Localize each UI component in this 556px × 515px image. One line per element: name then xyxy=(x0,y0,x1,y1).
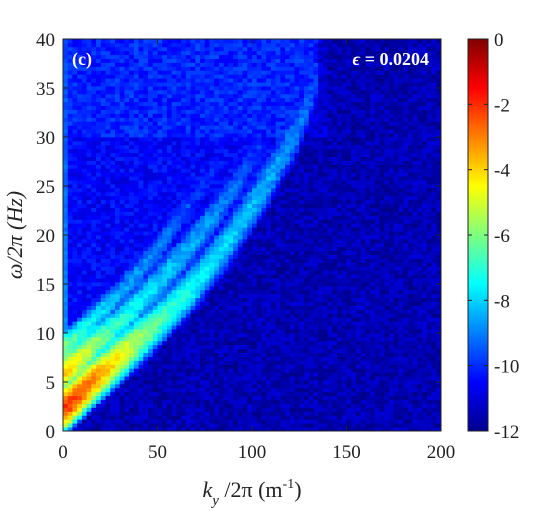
colorbar-ticks: 0 -2 -4 -6 -8 -10 -12 xyxy=(468,30,519,443)
y-tick-label: 15 xyxy=(36,275,55,296)
y-tick-label: 35 xyxy=(36,79,55,100)
x-tick-label: 100 xyxy=(238,442,267,463)
colorbar-tick-label: 0 xyxy=(494,30,504,51)
x-tick-label: 200 xyxy=(427,442,456,463)
heatmap-cells xyxy=(63,39,441,431)
x-axis-label-sup: -1 xyxy=(283,477,295,492)
x-axis-label: ky /2π (m-1) xyxy=(202,477,301,509)
panel-label: (c) xyxy=(72,49,92,70)
x-axis-label-k: k xyxy=(202,477,213,502)
x-tick-label: 50 xyxy=(148,442,167,463)
epsilon-symbol: ϵ xyxy=(352,49,360,69)
colorbar-tick-label: -4 xyxy=(494,161,510,182)
epsilon-value: = 0.0204 xyxy=(360,49,429,69)
x-tick-label: 0 xyxy=(58,442,68,463)
colorbar-tick-label: -12 xyxy=(494,422,519,443)
colorbar-tick-label: -8 xyxy=(494,291,510,312)
y-tick-label: 5 xyxy=(46,373,56,394)
y-tick-label: 40 xyxy=(36,30,55,51)
y-tick-label: 20 xyxy=(36,226,55,247)
y-axis-label: ω/2π (Hz) xyxy=(2,191,27,279)
x-axis-label-rest: /2π (m xyxy=(219,477,283,502)
x-axis-label-close: ) xyxy=(294,477,301,502)
y-tick-label: 30 xyxy=(36,128,55,149)
y-tick-label: 25 xyxy=(36,177,55,198)
colorbar-tick-label: -2 xyxy=(494,95,510,116)
x-tick-label: 150 xyxy=(332,442,361,463)
x-axis-label-sub: y xyxy=(210,493,219,509)
y-axis-ticks: 0 5 10 15 20 25 30 35 40 xyxy=(36,30,441,443)
y-tick-label: 0 xyxy=(46,422,56,443)
y-tick-label: 10 xyxy=(36,324,55,345)
colorbar-tick-label: -10 xyxy=(494,357,519,378)
x-axis-ticks: 0 50 100 150 200 xyxy=(58,39,455,463)
epsilon-annotation: ϵ = 0.0204 xyxy=(352,49,429,69)
colorbar-tick-label: -6 xyxy=(494,226,510,247)
